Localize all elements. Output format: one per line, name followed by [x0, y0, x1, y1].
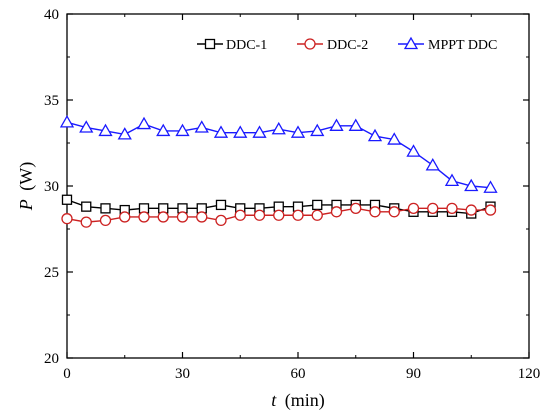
data-point — [175, 123, 190, 137]
data-point — [136, 116, 152, 130]
data-point — [119, 211, 131, 223]
legend-item: DDC-1 — [197, 38, 267, 53]
series-ddc-1 — [61, 194, 496, 219]
data-point — [176, 211, 189, 223]
series-mppt-ddc — [59, 115, 498, 193]
series-layer — [59, 115, 498, 228]
data-point — [234, 209, 246, 221]
y-tick-label: 30 — [44, 179, 59, 195]
data-point — [59, 115, 75, 128]
x-tick-label: 60 — [291, 366, 306, 382]
x-tick-label: 0 — [63, 366, 71, 382]
data-point — [387, 132, 402, 145]
data-point — [117, 127, 132, 140]
plot-frame — [66, 13, 530, 359]
data-point — [407, 202, 420, 215]
data-point — [273, 209, 285, 221]
data-point — [465, 204, 477, 216]
data-point — [215, 214, 227, 227]
data-point — [406, 144, 421, 157]
data-point — [79, 120, 94, 133]
data-point — [312, 199, 323, 211]
data-point — [100, 203, 111, 214]
data-point — [464, 178, 479, 192]
data-point — [253, 209, 266, 221]
y-tick-label: 35 — [44, 93, 59, 109]
legend-marker — [403, 36, 419, 50]
y-tick-label: 20 — [44, 351, 59, 367]
data-point — [81, 201, 92, 212]
data-point — [311, 209, 323, 221]
x-axis-unit: (min) — [285, 390, 325, 411]
data-point — [329, 118, 344, 131]
y-axis-var: P — [16, 199, 36, 211]
legend-label: DDC-2 — [327, 38, 368, 53]
x-axis-title: t (min) — [271, 390, 325, 411]
y-tick-label: 25 — [44, 265, 59, 281]
data-point — [427, 202, 439, 215]
x-tick-label: 90 — [406, 366, 421, 382]
data-point — [233, 125, 248, 138]
data-point — [196, 211, 208, 223]
legend-label: DDC-1 — [226, 38, 267, 53]
ticks-layer: 0 30 60 90 120 20 25 30 35 40 — [44, 7, 540, 382]
series-ddc-2 — [61, 202, 497, 228]
data-point — [444, 173, 460, 186]
data-point — [310, 123, 325, 137]
legend-marker — [304, 38, 316, 50]
legend-item: DDC-2 — [297, 38, 368, 53]
data-point — [271, 121, 286, 135]
legend: DDC-1 DDC-2 MPPT DDC — [197, 36, 497, 53]
data-point — [157, 211, 169, 223]
data-point — [348, 118, 363, 131]
y-axis-title: P (W) — [16, 162, 37, 211]
data-point — [367, 128, 383, 142]
data-point — [483, 180, 498, 193]
data-point — [99, 214, 112, 227]
data-point — [350, 202, 362, 215]
data-point — [330, 206, 343, 218]
data-point — [194, 120, 209, 133]
legend-marker — [204, 38, 216, 50]
x-axis-var: t — [271, 390, 277, 410]
data-point — [252, 125, 267, 138]
data-point — [98, 123, 113, 137]
data-point — [156, 123, 171, 137]
y-tick-label: 40 — [44, 7, 59, 23]
data-point — [215, 199, 227, 211]
data-point — [425, 158, 440, 171]
y-axis-unit: (W) — [16, 162, 37, 191]
x-tick-label: 120 — [518, 366, 541, 382]
data-point — [138, 211, 150, 223]
data-point — [80, 216, 92, 228]
data-point — [61, 213, 73, 225]
data-point — [292, 209, 304, 221]
legend-label: MPPT DDC — [428, 38, 497, 53]
data-point — [213, 125, 229, 138]
data-point — [446, 202, 458, 215]
data-point — [369, 206, 381, 218]
x-tick-label: 30 — [175, 366, 190, 382]
data-point — [388, 206, 400, 218]
data-point — [61, 194, 73, 205]
data-point — [484, 204, 497, 216]
legend-item: MPPT DDC — [398, 36, 497, 53]
data-point — [290, 125, 306, 138]
